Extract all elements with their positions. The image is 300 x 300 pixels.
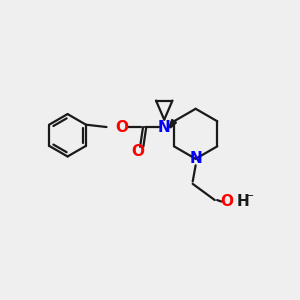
Text: O: O	[115, 119, 128, 134]
Text: N: N	[158, 119, 171, 134]
Text: −: −	[244, 191, 254, 201]
Text: O: O	[220, 194, 233, 209]
Text: N: N	[189, 151, 202, 166]
Text: O: O	[131, 144, 144, 159]
Text: H: H	[236, 194, 249, 209]
